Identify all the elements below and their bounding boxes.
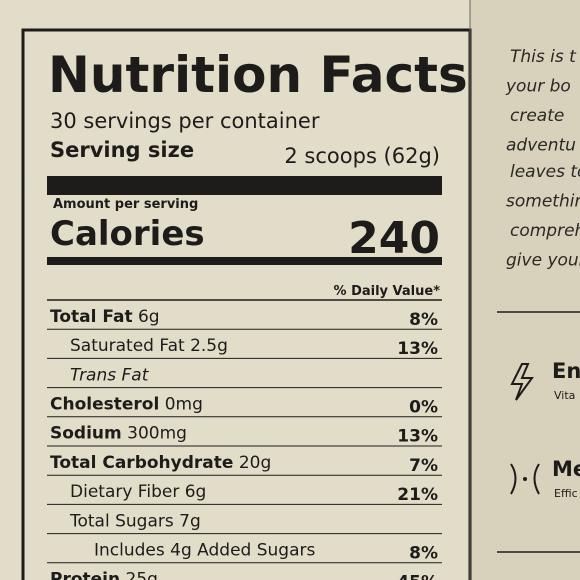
nutrient: Cholesterol 0mg <box>50 395 203 415</box>
nutrient-amount: 6g <box>138 307 160 327</box>
daily-value: 13% <box>397 339 438 359</box>
daily-value: 8% <box>409 544 438 564</box>
nutrient: Saturated Fat 2.5g <box>70 336 228 356</box>
nutrient-name: Total Sugars 7g <box>69 511 201 531</box>
nutrient-amount: 25g <box>126 570 158 580</box>
nutrient-name: Total Carbohydrate <box>50 453 233 473</box>
calories-value: 240 <box>348 213 440 264</box>
nutrient-amount: 0mg <box>165 395 203 415</box>
nutrient: Trans Fat <box>70 365 150 385</box>
nutrient-name: Cholesterol <box>50 395 159 415</box>
amount-per-serving: Amount per serving <box>53 197 198 212</box>
side-text: This is t <box>510 47 577 67</box>
nutrient: Dietary Fiber 6g <box>70 482 206 502</box>
nutrient-amount: 20g <box>239 453 271 473</box>
side-text: comprehe <box>510 221 580 241</box>
nutrient: Total Sugars 7g <box>69 511 201 531</box>
nutrient: Total Carbohydrate 20g <box>50 453 271 473</box>
side-text: create <box>510 106 564 126</box>
feature-title: Me <box>552 457 580 481</box>
serving-size: 2 scoops (62g) <box>284 144 440 168</box>
nutrient-name: Trans Fat <box>70 365 150 385</box>
calories-label: Calories <box>50 214 205 254</box>
feature-subtitle: Vita <box>554 389 575 402</box>
feature-title: En <box>552 359 580 383</box>
label-area <box>0 0 470 580</box>
serving-size-label: Serving size <box>50 138 194 162</box>
daily-value: 21% <box>397 485 438 505</box>
servings: 30 servings per container <box>50 109 320 133</box>
metabolism-icon-dot <box>523 477 527 481</box>
nutrient-name: Sodium <box>50 424 122 444</box>
daily-value: 45% <box>397 573 438 580</box>
side-text: leaves to <box>510 162 580 182</box>
side-text: somethin <box>506 192 580 212</box>
nutrient-amount: 300mg <box>127 424 187 444</box>
nutrient: Total Fat 6g <box>50 307 160 327</box>
side-text: adventu <box>506 136 576 156</box>
medium-rule <box>47 257 442 265</box>
nutrient: Includes 4g Added Sugars <box>94 541 315 561</box>
daily-value: 8% <box>409 310 438 330</box>
side-text: your bo <box>505 77 571 97</box>
daily-value-header: % Daily Value* <box>334 284 441 299</box>
energy-icon <box>510 363 534 401</box>
nutrient: Sodium 300mg <box>50 424 187 444</box>
nutrient-name: Dietary Fiber 6g <box>70 482 206 502</box>
title: Nutrition Facts <box>48 46 468 104</box>
nutrient-name: Protein <box>50 570 120 580</box>
nutrient: Protein 25g <box>50 570 158 580</box>
daily-value: 7% <box>409 456 438 476</box>
metabolism-icon <box>510 463 540 495</box>
nutrient-name: Includes 4g Added Sugars <box>94 541 315 561</box>
thick-rule <box>47 176 442 195</box>
daily-value: 13% <box>397 427 438 447</box>
nutrient-name: Total Fat <box>50 307 133 327</box>
feature-subtitle: Effic <box>554 487 578 500</box>
side-text: give your <box>506 251 580 271</box>
daily-value: 0% <box>409 398 438 418</box>
nutrient-name: Saturated Fat 2.5g <box>70 336 228 356</box>
